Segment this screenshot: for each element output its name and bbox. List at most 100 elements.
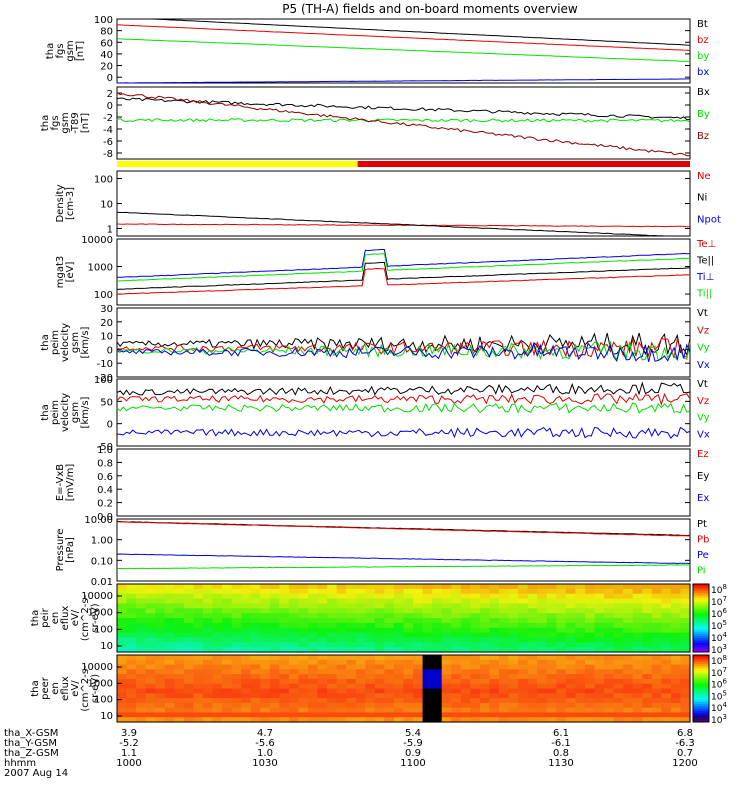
heatmap-cell xyxy=(269,627,280,634)
heatmap-cell xyxy=(479,598,491,605)
heatmap-cell xyxy=(136,659,147,666)
heatmap-cell xyxy=(460,678,471,685)
heatmap-cell xyxy=(355,712,366,718)
heatmap-cell xyxy=(403,632,414,639)
heatmap-cell xyxy=(632,688,643,694)
heatmap-cell xyxy=(279,627,290,634)
heatmap-cell xyxy=(546,593,557,600)
heatmap-cell xyxy=(651,669,662,675)
heatmap-cell xyxy=(575,608,586,614)
heatmap-cell xyxy=(499,717,510,723)
heatmap-cell xyxy=(365,717,376,723)
heatmap-cell xyxy=(212,688,223,694)
heatmap-cell xyxy=(231,693,242,699)
heatmap-cell xyxy=(374,584,385,590)
heatmap-cell xyxy=(193,603,204,609)
heatmap-cell xyxy=(164,647,175,653)
heatmap-cell xyxy=(317,674,328,680)
heatmap-cell xyxy=(193,678,204,685)
heatmap-cell xyxy=(336,588,347,595)
heatmap-cell xyxy=(212,613,223,619)
heatmap-cell xyxy=(346,593,357,600)
heatmap-cell xyxy=(174,712,185,718)
heatmap-cell xyxy=(231,664,242,670)
panel-ylabel: thapeimvelocitygsm[km/s] xyxy=(40,393,91,432)
heatmap-cell xyxy=(594,678,605,685)
heatmap-cell xyxy=(623,637,634,643)
heatmap-cell xyxy=(231,647,242,653)
colorbar-cell xyxy=(693,657,709,660)
heatmap-cell xyxy=(594,588,605,595)
heatmap-cell xyxy=(374,637,385,643)
heatmap-cell xyxy=(393,712,405,718)
heatmap-cell xyxy=(174,642,185,648)
heatmap-cell xyxy=(126,655,137,661)
heatmap-cell xyxy=(623,707,634,714)
series-bx-line xyxy=(116,97,690,121)
heatmap-cell xyxy=(145,637,156,643)
heatmap-cell xyxy=(365,664,376,670)
heatmap-cell xyxy=(317,655,328,661)
heatmap-cell xyxy=(346,678,357,685)
colorbar-cell xyxy=(693,645,709,648)
heatmap-cell xyxy=(355,637,366,643)
heatmap-cell xyxy=(279,603,290,609)
heatmap-cell xyxy=(613,584,624,590)
heatmap-cell xyxy=(355,702,366,709)
heatmap-cell xyxy=(594,637,605,643)
heatmap-cell xyxy=(308,669,319,675)
colorbar-cell xyxy=(693,586,709,590)
heatmap-cell xyxy=(422,608,433,614)
heatmap-cell xyxy=(642,707,653,714)
heatmap-cell xyxy=(355,627,366,634)
heatmap-cell xyxy=(422,674,433,680)
heatmap-cell xyxy=(413,647,424,653)
heatmap-cell xyxy=(642,664,653,670)
heatmap-cell xyxy=(403,655,414,661)
heatmap-cell xyxy=(432,618,443,624)
heatmap-cell xyxy=(136,647,147,653)
heatmap-cell xyxy=(460,712,471,718)
heatmap-cell xyxy=(355,593,366,600)
heatmap-cell xyxy=(260,647,271,653)
heatmap-cell xyxy=(269,659,280,666)
heatmap-cell xyxy=(604,593,615,600)
heatmap-cell xyxy=(136,678,147,685)
heatmap-cell xyxy=(499,688,510,694)
heatmap-cell xyxy=(575,655,586,661)
heatmap-cell xyxy=(145,659,156,666)
colorbar-cell xyxy=(693,710,709,714)
heatmap-cell xyxy=(174,627,185,634)
heatmap-cell xyxy=(155,712,166,718)
heatmap-cell xyxy=(155,717,166,723)
heatmap-cell xyxy=(117,584,128,590)
heatmap-cell xyxy=(604,588,615,595)
colorbar-tick-exp: 4 xyxy=(722,701,727,709)
heatmap-cell xyxy=(126,669,137,675)
heatmap-cell xyxy=(632,584,643,590)
heatmap-cell xyxy=(202,603,214,609)
heatmap-cell xyxy=(193,707,204,714)
heatmap-cell xyxy=(651,655,662,661)
heatmap-cell xyxy=(193,712,204,718)
heatmap-cell xyxy=(604,702,615,709)
heatmap-cell xyxy=(298,655,309,661)
heatmap-cell xyxy=(594,707,605,714)
heatmap-cell xyxy=(594,608,605,614)
heatmap-cell xyxy=(393,622,405,629)
heatmap-cell xyxy=(317,678,328,685)
y-tick-label: -8 xyxy=(103,149,113,160)
heatmap-cell xyxy=(604,627,615,634)
heatmap-cell xyxy=(327,642,338,648)
heatmap-cell xyxy=(613,674,624,680)
heatmap-cell xyxy=(451,698,462,704)
heatmap-cell xyxy=(164,707,175,714)
heatmap-cell xyxy=(670,584,682,590)
heatmap-cell xyxy=(260,655,271,661)
heatmap-cell xyxy=(202,674,214,680)
heatmap-cell xyxy=(317,603,328,609)
heatmap-cell xyxy=(441,664,452,670)
heatmap-cell xyxy=(155,613,166,619)
colorbar-cell xyxy=(693,659,709,663)
legend-label-bx: Bx xyxy=(697,87,710,98)
